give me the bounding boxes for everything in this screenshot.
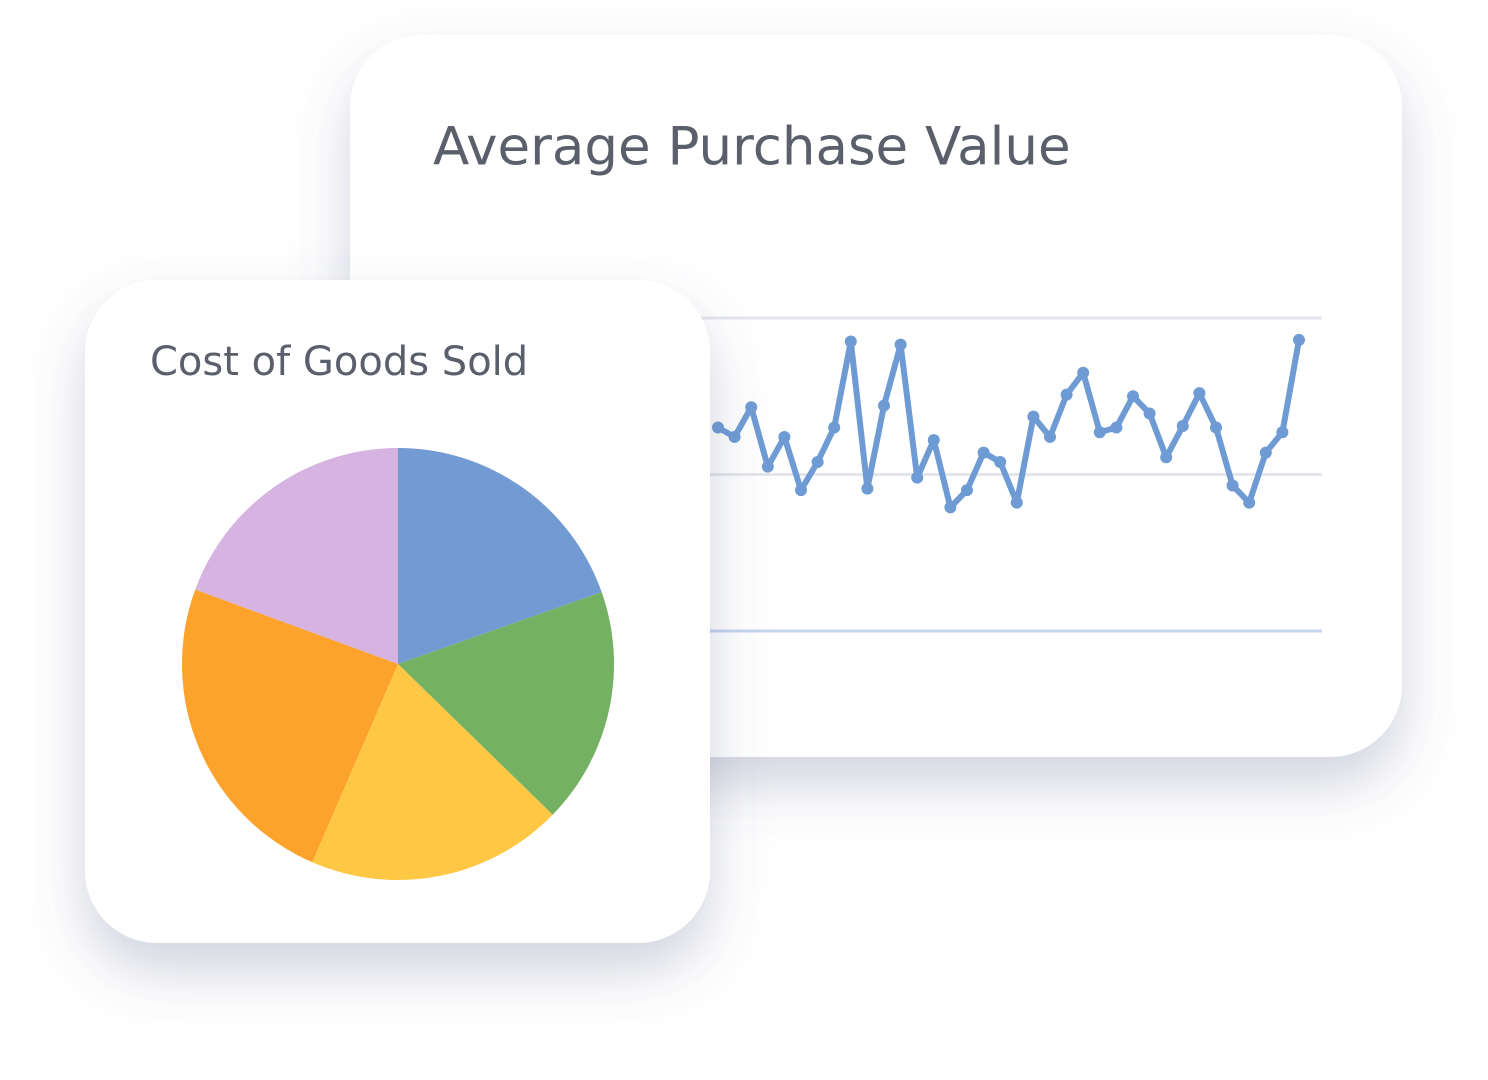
chart-title: Cost of Goods Sold: [150, 339, 528, 385]
data-point: [712, 421, 724, 434]
pie-slice: [181, 589, 398, 863]
data-point: [1193, 387, 1206, 400]
data-point: [1010, 496, 1023, 509]
chart-title: Average Purchase Value: [433, 117, 1071, 178]
data-point: [844, 335, 857, 348]
data-point: [728, 430, 741, 443]
data-point: [1044, 430, 1056, 443]
data-point: [1259, 446, 1272, 459]
data-point: [961, 484, 973, 497]
data-point: [1060, 388, 1073, 401]
data-point: [861, 482, 874, 495]
data-point: [927, 434, 940, 447]
data-point: [761, 460, 774, 473]
pie-slice: [195, 448, 398, 664]
data-point: [745, 401, 758, 414]
data-point: [1077, 366, 1090, 379]
data-point: [1160, 451, 1173, 464]
data-point: [944, 501, 957, 514]
data-point: [1093, 426, 1106, 439]
plot-area: [181, 448, 614, 880]
pie-slice: [398, 592, 614, 815]
data-point: [778, 430, 791, 443]
data-point: [1027, 410, 1040, 423]
data-point: [994, 455, 1007, 468]
data-point: [1143, 407, 1156, 420]
data-point: [878, 399, 890, 412]
data-point: [1127, 390, 1139, 403]
data-point: [1243, 496, 1256, 509]
data-point: [1176, 419, 1189, 432]
pie-slice: [398, 448, 602, 664]
data-point: [911, 471, 924, 484]
pie-slice: [312, 664, 553, 880]
data-point: [811, 455, 824, 468]
data-point: [894, 338, 907, 351]
data-point: [795, 484, 807, 497]
data-point: [1293, 333, 1305, 346]
plot-area: [430, 316, 1322, 633]
data-point: [977, 446, 990, 459]
pie-card: Cost of Goods Sold: [85, 280, 710, 943]
data-point: [1276, 426, 1289, 439]
data-point: [1210, 421, 1222, 434]
data-point: [1110, 421, 1123, 434]
data-point: [1226, 479, 1239, 492]
data-point: [828, 421, 841, 434]
